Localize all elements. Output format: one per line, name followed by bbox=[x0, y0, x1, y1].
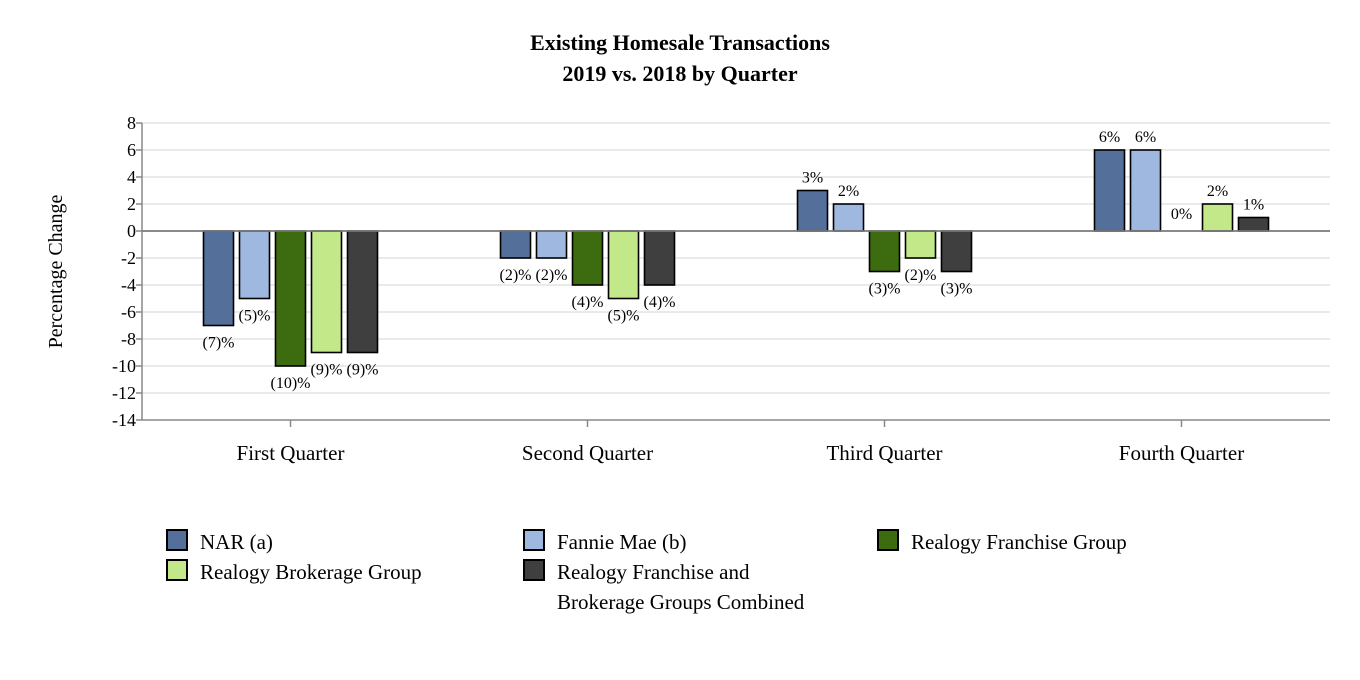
bar bbox=[643, 230, 676, 286]
bar bbox=[940, 230, 973, 273]
bar-chart: 8 6 4 2 0 -2 -4 -6 -8 -10 -12 -14 Percentage Change F… bbox=[45, 113, 1330, 465]
legend-label-nar: NAR (a) bbox=[200, 530, 273, 554]
y-tick-label: 2 bbox=[127, 194, 136, 214]
data-label: 0% bbox=[1171, 206, 1192, 223]
data-label: (9)% bbox=[311, 362, 343, 379]
bar bbox=[202, 230, 235, 327]
legend-swatch-nar bbox=[166, 529, 188, 551]
y-tick-label: 4 bbox=[127, 167, 136, 187]
y-tick-label: -10 bbox=[112, 356, 136, 376]
data-label: 2% bbox=[1207, 183, 1228, 200]
bar bbox=[1093, 149, 1126, 232]
legend-swatch-fannie-mae bbox=[523, 529, 545, 551]
data-label: (3)% bbox=[941, 281, 973, 298]
y-axis-title: Percentage Change bbox=[45, 194, 67, 348]
legend-label-fannie-mae: Fannie Mae (b) bbox=[557, 530, 687, 554]
data-label: (4)% bbox=[572, 294, 604, 311]
bar bbox=[1129, 149, 1162, 232]
y-tick-label: 0 bbox=[127, 221, 136, 241]
bar bbox=[346, 230, 379, 354]
data-label: (9)% bbox=[347, 362, 379, 379]
y-tick-label: 6 bbox=[127, 140, 136, 160]
data-label: 1% bbox=[1243, 197, 1264, 214]
bar bbox=[535, 230, 568, 259]
data-label: (2)% bbox=[500, 267, 532, 284]
legend-swatch-realogy-franchise-group bbox=[877, 529, 899, 551]
x-tick-label: Third Quarter bbox=[826, 441, 942, 465]
data-label: 2% bbox=[838, 183, 859, 200]
legend-swatch-combined bbox=[523, 559, 545, 581]
bar bbox=[1201, 203, 1234, 232]
data-label: (2)% bbox=[905, 267, 937, 284]
y-tick-label: 8 bbox=[127, 113, 136, 133]
y-tick-label: -6 bbox=[121, 302, 136, 322]
bar bbox=[607, 230, 640, 300]
bar bbox=[571, 230, 604, 286]
bar bbox=[274, 230, 307, 367]
bar bbox=[904, 230, 937, 259]
y-tick-label: -4 bbox=[121, 275, 136, 295]
data-label: (2)% bbox=[536, 267, 568, 284]
legend-label-combined-line2: Brokerage Groups Combined bbox=[557, 590, 805, 614]
x-tick-label: First Quarter bbox=[237, 441, 345, 465]
legend-label-realogy-franchise-group: Realogy Franchise Group bbox=[911, 530, 1127, 554]
y-tick-label: -12 bbox=[112, 383, 136, 403]
data-label: (5)% bbox=[608, 308, 640, 325]
x-tick-label: Second Quarter bbox=[522, 441, 653, 465]
bar bbox=[832, 203, 865, 232]
legend-swatch-realogy-brokerage-group bbox=[166, 559, 188, 581]
bar bbox=[238, 230, 271, 300]
data-label: (3)% bbox=[869, 281, 901, 298]
bar bbox=[499, 230, 532, 259]
data-label: (4)% bbox=[644, 294, 676, 311]
bar bbox=[1237, 216, 1270, 232]
data-label: 3% bbox=[802, 170, 823, 187]
bar bbox=[868, 230, 901, 273]
chart-subtitle: 2019 vs. 2018 by Quarter bbox=[562, 61, 798, 86]
chart-title: Existing Homesale Transactions bbox=[530, 30, 830, 55]
data-label: (7)% bbox=[203, 335, 235, 352]
x-tick-label: Fourth Quarter bbox=[1119, 441, 1244, 465]
bar bbox=[310, 230, 343, 354]
y-tick-label: -8 bbox=[121, 329, 136, 349]
data-label: 6% bbox=[1099, 129, 1120, 146]
bar bbox=[796, 189, 829, 232]
legend-label-realogy-brokerage-group: Realogy Brokerage Group bbox=[200, 560, 422, 584]
data-label: (5)% bbox=[239, 308, 271, 325]
y-tick-label: -14 bbox=[112, 410, 136, 430]
data-label: 6% bbox=[1135, 129, 1156, 146]
legend-label-combined-line1: Realogy Franchise and bbox=[557, 560, 750, 584]
data-label: (10)% bbox=[271, 375, 311, 392]
y-tick-label: -2 bbox=[121, 248, 136, 268]
